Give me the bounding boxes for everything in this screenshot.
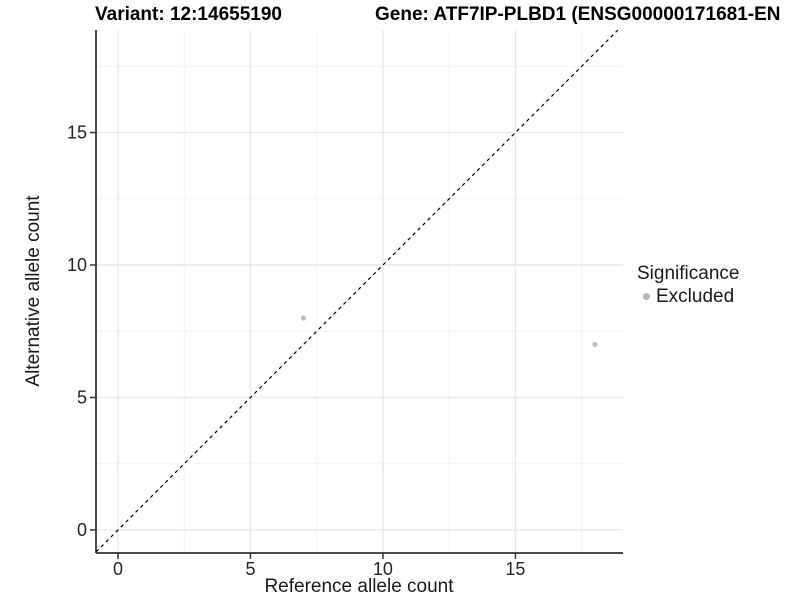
x-tick-label: 5 bbox=[245, 559, 255, 579]
y-tick-label: 10 bbox=[67, 255, 87, 275]
data-point bbox=[300, 315, 307, 321]
legend-item-label: Excluded bbox=[656, 286, 735, 307]
x-axis-title: Reference allele count bbox=[264, 576, 454, 597]
legend-point-icon bbox=[643, 293, 650, 300]
y-tick-label: 15 bbox=[67, 123, 87, 143]
x-tick-label: 0 bbox=[113, 559, 123, 579]
plot-title-variant: Variant: 12:14655190 bbox=[95, 4, 282, 25]
plot-title-gene: Gene: ATF7IP-PLBD1 (ENSG00000171681-EN bbox=[375, 4, 781, 25]
y-tick-label: 0 bbox=[77, 520, 87, 540]
identity-line bbox=[95, 29, 619, 553]
legend: Significance Excluded bbox=[637, 262, 739, 308]
legend-item: Excluded bbox=[637, 285, 739, 308]
x-tick-label: 10 bbox=[373, 559, 393, 579]
x-tick-label: 15 bbox=[505, 559, 525, 579]
legend-title: Significance bbox=[637, 263, 740, 284]
data-point bbox=[592, 341, 598, 348]
y-tick-label: 5 bbox=[77, 387, 87, 407]
